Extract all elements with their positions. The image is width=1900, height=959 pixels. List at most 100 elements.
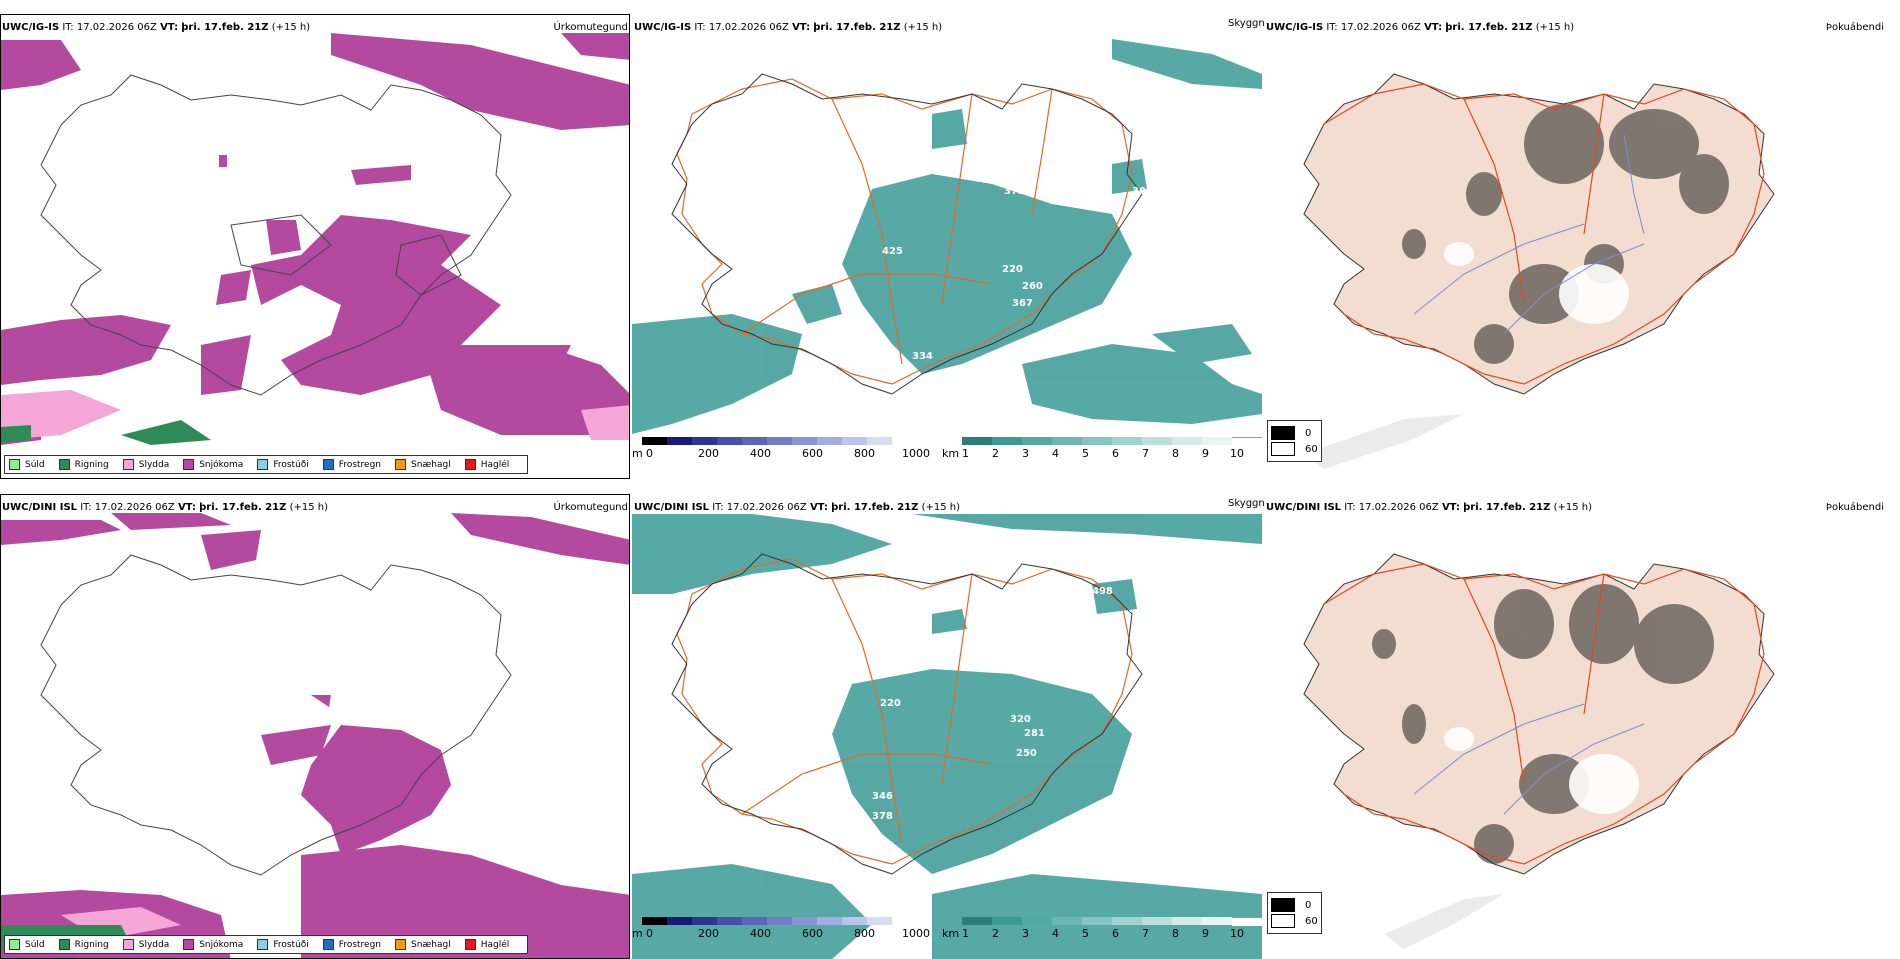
legend-item-slydda: Slydda bbox=[122, 459, 170, 470]
cloud-label: 498 bbox=[1092, 586, 1113, 597]
white-fog-areas bbox=[1444, 242, 1629, 324]
cloud-label: 308 bbox=[1132, 186, 1153, 197]
scale-tick: 2 bbox=[992, 447, 999, 460]
fog-legend-row2: 0 60 bbox=[1267, 892, 1322, 934]
legend-item-rigning: Rigning bbox=[58, 939, 109, 950]
scale-tick: 400 bbox=[750, 447, 771, 460]
cloud-label: 220 bbox=[880, 698, 901, 709]
height-scale-ticks-row2: m 0 200 400 600 800 1000 bbox=[632, 927, 952, 941]
legend-item-snjokoma: Snjókoma bbox=[183, 939, 243, 950]
fog-legend-item: 0 bbox=[1271, 426, 1318, 440]
fog-title-row1: Þokuábendi bbox=[1825, 22, 1884, 33]
road-network bbox=[1323, 83, 1765, 385]
scale-tick: 0 bbox=[646, 447, 653, 460]
it-value: 17.02.2026 06Z bbox=[726, 502, 807, 513]
lead-time: (+15 h) bbox=[1535, 22, 1575, 33]
cloud-base-labels: 220 320 281 250 346 378 498 408 bbox=[872, 586, 1113, 822]
it-value: 17.02.2026 06Z bbox=[1358, 502, 1439, 513]
legend-item-snaehagl: Snæhagl bbox=[395, 939, 451, 950]
scale-tick: 7 bbox=[1142, 447, 1149, 460]
legend-swatch bbox=[322, 939, 334, 950]
cloud-label: 982 bbox=[782, 406, 803, 417]
cloud-label: 260 bbox=[1022, 281, 1043, 292]
road-network bbox=[1323, 563, 1765, 865]
legend-item-slydda: Slydda bbox=[122, 939, 169, 950]
fog-title-row2: Þokuábendi bbox=[1825, 502, 1884, 513]
legend-item-sudl: Súld bbox=[9, 939, 45, 950]
scale-tick: 9 bbox=[1202, 927, 1209, 940]
it-value: 17.02.2026 06Z bbox=[76, 22, 157, 33]
vis-scale-bar-row2 bbox=[962, 917, 1262, 926]
cloud-label: 346 bbox=[872, 791, 893, 802]
lead-time: (+15 h) bbox=[921, 502, 961, 513]
precip-title-row2: Úrkomutegund bbox=[553, 502, 628, 513]
precip-legend-row1: Súld Rigning Slydda Snjókoma Frostúði Fr… bbox=[4, 455, 529, 474]
legend-label: Rigning bbox=[74, 459, 109, 470]
iceland-outline bbox=[40, 74, 512, 396]
scale-tick: 6 bbox=[1112, 447, 1119, 460]
low-vis-areas bbox=[632, 39, 1262, 434]
vis-scale-ticks-row1: km 1 2 3 4 5 6 7 8 9 10 bbox=[942, 447, 1262, 461]
legend-label: Haglél bbox=[480, 459, 510, 470]
legend-swatch bbox=[322, 459, 334, 470]
legend-label: Slydda bbox=[138, 459, 170, 470]
model-name: UWC/DINI ISL bbox=[1266, 502, 1342, 513]
scale-tick: 4 bbox=[1052, 927, 1059, 940]
legend-item-frostudi: Frostúði bbox=[257, 459, 309, 470]
fog-legend-item: 60 bbox=[1271, 914, 1318, 928]
cloud-label: 396 bbox=[902, 386, 923, 397]
rain-areas bbox=[1, 420, 211, 445]
scale-tick: 1 bbox=[962, 927, 969, 940]
it-label: IT: bbox=[694, 22, 706, 33]
legend-swatch bbox=[122, 459, 134, 470]
scale-tick: 6 bbox=[1112, 927, 1119, 940]
cloud-label: 375 bbox=[1004, 186, 1025, 197]
scale-tick: 5 bbox=[1082, 927, 1089, 940]
fog-legend-value: 60 bbox=[1305, 443, 1318, 455]
scale-tick: 5 bbox=[1082, 447, 1089, 460]
fog-swatch-white bbox=[1271, 442, 1295, 456]
cloud-base-labels: 425 220 260 367 331 334 396 375 308 982 … bbox=[782, 186, 1153, 435]
white-fog-areas bbox=[1444, 727, 1639, 814]
it-value: 17.02.2026 06Z bbox=[1340, 22, 1421, 33]
vt-label: VT: bbox=[809, 502, 828, 513]
legend-swatch bbox=[257, 459, 269, 470]
legend-item-snaehagl: Snæhagl bbox=[395, 459, 451, 470]
vt-value: þri. 17.feb. 21Z bbox=[199, 502, 287, 513]
legend-swatch bbox=[58, 939, 70, 950]
legend-label: Frostúði bbox=[273, 459, 309, 470]
scale-tick: 9 bbox=[1202, 447, 1209, 460]
scale-unit: m bbox=[632, 447, 643, 460]
header-precip-row1: UWC/IG-IS IT: 17.02.2026 06Z VT: þri. 17… bbox=[2, 22, 310, 33]
river-network bbox=[1413, 133, 1645, 335]
precip-title-row1: Úrkomutegund bbox=[553, 22, 628, 33]
scale-tick: 1 bbox=[962, 447, 969, 460]
legend-label: Snjókoma bbox=[199, 459, 244, 470]
scale-unit: km bbox=[942, 927, 960, 940]
legend-swatch bbox=[395, 939, 407, 950]
precip-panel-row1: Súld Rigning Slydda Snjókoma Frostúði Fr… bbox=[0, 14, 630, 479]
it-value: 17.02.2026 06Z bbox=[708, 22, 789, 33]
fog-swatch-white bbox=[1271, 914, 1295, 928]
legend-label: Snæhagl bbox=[411, 939, 451, 950]
scale-tick: 7 bbox=[1142, 927, 1149, 940]
vt-value: þri. 17.feb. 21Z bbox=[813, 22, 901, 33]
cloud-label: 320 bbox=[1010, 714, 1031, 725]
model-name: UWC/DINI ISL bbox=[2, 502, 78, 513]
scale-tick: 3 bbox=[1022, 927, 1029, 940]
legend-swatch bbox=[183, 939, 195, 950]
legend-swatch bbox=[464, 459, 476, 470]
legend-swatch bbox=[183, 459, 195, 470]
scale-tick: 800 bbox=[854, 927, 875, 940]
legend-item-sudl: Súld bbox=[9, 459, 45, 470]
vis-panel-row1: 425 220 260 367 331 334 396 375 308 982 … bbox=[632, 14, 1262, 479]
scale-unit: km bbox=[942, 447, 960, 460]
precip-map-row2 bbox=[1, 513, 629, 958]
vis-map-row1: 425 220 260 367 331 334 396 375 308 982 … bbox=[632, 39, 1262, 435]
scale-tick: 3 bbox=[1022, 447, 1029, 460]
it-label: IT: bbox=[1344, 502, 1356, 513]
model-name: UWC/IG-IS bbox=[2, 22, 60, 33]
fog-legend-item: 60 bbox=[1271, 442, 1318, 456]
fog-panel-row1: 0 60 bbox=[1264, 14, 1894, 479]
legend-item-frostregn: Frostregn bbox=[322, 939, 381, 950]
